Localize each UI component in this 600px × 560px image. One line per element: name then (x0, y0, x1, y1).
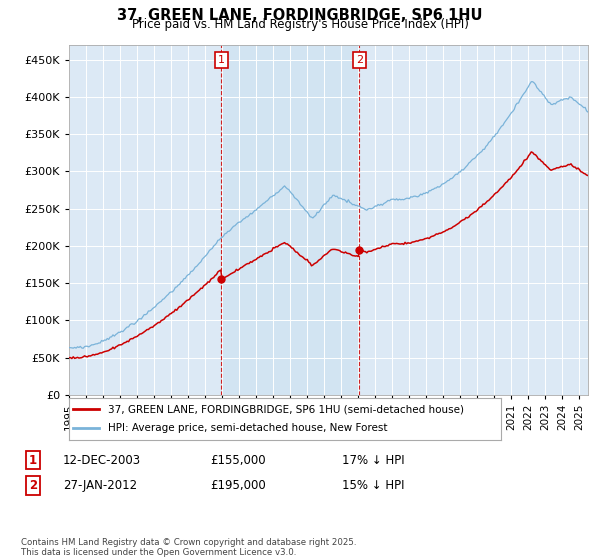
Text: Contains HM Land Registry data © Crown copyright and database right 2025.
This d: Contains HM Land Registry data © Crown c… (21, 538, 356, 557)
Text: 15% ↓ HPI: 15% ↓ HPI (342, 479, 404, 492)
Text: 37, GREEN LANE, FORDINGBRIDGE, SP6 1HU (semi-detached house): 37, GREEN LANE, FORDINGBRIDGE, SP6 1HU (… (108, 404, 464, 414)
Text: 1: 1 (218, 55, 225, 65)
Text: Price paid vs. HM Land Registry's House Price Index (HPI): Price paid vs. HM Land Registry's House … (131, 18, 469, 31)
Text: HPI: Average price, semi-detached house, New Forest: HPI: Average price, semi-detached house,… (108, 423, 388, 433)
Text: 17% ↓ HPI: 17% ↓ HPI (342, 454, 404, 467)
Bar (221, 45, 359, 395)
Text: 37, GREEN LANE, FORDINGBRIDGE, SP6 1HU: 37, GREEN LANE, FORDINGBRIDGE, SP6 1HU (117, 8, 483, 24)
Text: 1: 1 (29, 454, 37, 467)
Text: 12-DEC-2003: 12-DEC-2003 (63, 454, 141, 467)
Text: 2: 2 (356, 55, 363, 65)
Text: 27-JAN-2012: 27-JAN-2012 (63, 479, 137, 492)
Text: £155,000: £155,000 (210, 454, 266, 467)
Text: 2: 2 (29, 479, 37, 492)
Text: £195,000: £195,000 (210, 479, 266, 492)
